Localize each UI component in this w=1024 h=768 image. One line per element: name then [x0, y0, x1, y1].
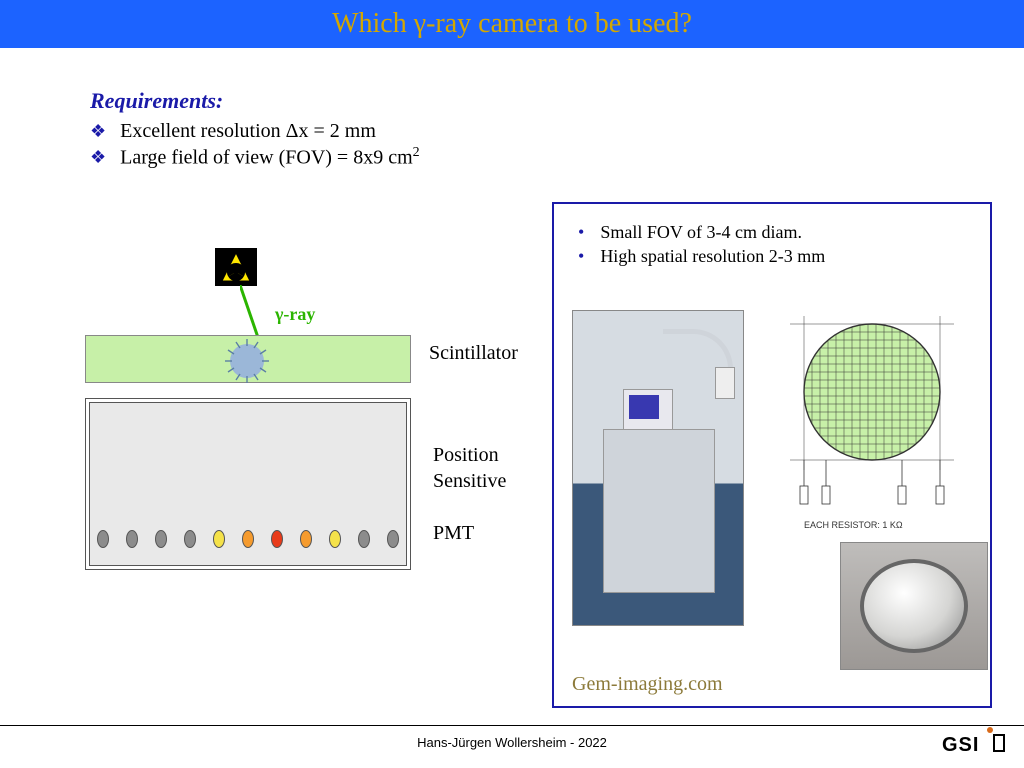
anode-dot [242, 530, 254, 548]
anode-dot [300, 530, 312, 548]
camera-cart-photo [572, 310, 744, 626]
spec-item: • Small FOV of 3-4 cm diam. [572, 222, 972, 244]
scintillation-burst-icon [221, 338, 273, 384]
gem-imaging-link[interactable]: Gem-imaging.com [572, 673, 723, 696]
diamond-bullet-icon: ❖ [90, 147, 106, 168]
anode-grid-diagram: // draw grid lines inside circle (inline… [762, 310, 962, 510]
anode-dot [213, 530, 225, 548]
gamma-ray-label: γ-ray [275, 304, 315, 325]
camera-spec-list: • Small FOV of 3-4 cm diam. • High spatial… [572, 222, 972, 267]
requirement-item: ❖ Large field of view (FOV) = 8x9 cm2 [90, 145, 964, 170]
title-bar: Which γ-ray camera to be used? [0, 0, 1024, 48]
pmt-anode-row [97, 530, 399, 548]
radiation-icon [215, 248, 257, 286]
spec-item: • High spatial resolution 2-3 mm [572, 246, 972, 268]
svg-text:GSI: GSI [942, 734, 979, 755]
requirement-text: Large field of view (FOV) = 8x9 cm2 [120, 145, 420, 170]
slide-title: Which γ-ray camera to be used? [332, 8, 692, 40]
pmt-label: Position Sensitive PMT [433, 442, 523, 546]
anode-dot [155, 530, 167, 548]
gsi-logo: GSI [942, 725, 1006, 760]
scintillator-label: Scintillator [429, 342, 518, 365]
detector-lens [860, 559, 968, 653]
footer-text: Hans-Jürgen Wollersheim - 2022 [0, 735, 1024, 750]
anode-dot [358, 530, 370, 548]
requirements-block: Requirements: ❖ Excellent resolution Δx =… [0, 48, 1024, 170]
spec-text: Small FOV of 3-4 cm diam. [600, 222, 802, 243]
anode-dot [387, 530, 399, 548]
requirement-item: ❖ Excellent resolution Δx = 2 mm [90, 120, 964, 143]
camera-graphics: // draw grid lines inside circle (inline… [572, 310, 976, 626]
anode-dot [97, 530, 109, 548]
detector-photo [840, 542, 988, 670]
footer-divider [0, 725, 1024, 726]
spec-text: High spatial resolution 2-3 mm [600, 246, 825, 267]
diamond-bullet-icon: ❖ [90, 121, 106, 142]
camera-info-box: • Small FOV of 3-4 cm diam. • High spatial… [552, 202, 992, 708]
anode-dot [329, 530, 341, 548]
bullet-dot-icon: • [578, 246, 584, 268]
anode-dot [184, 530, 196, 548]
resistor-note: EACH RESISTOR: 1 KΩ [804, 520, 903, 530]
anode-dot [126, 530, 138, 548]
requirement-text: Excellent resolution Δx = 2 mm [120, 120, 376, 143]
bullet-dot-icon: • [578, 222, 584, 244]
requirements-list: ❖ Excellent resolution Δx = 2 mm ❖ Large f… [90, 120, 964, 170]
anode-dot [271, 530, 283, 548]
requirements-heading: Requirements: [90, 88, 964, 114]
